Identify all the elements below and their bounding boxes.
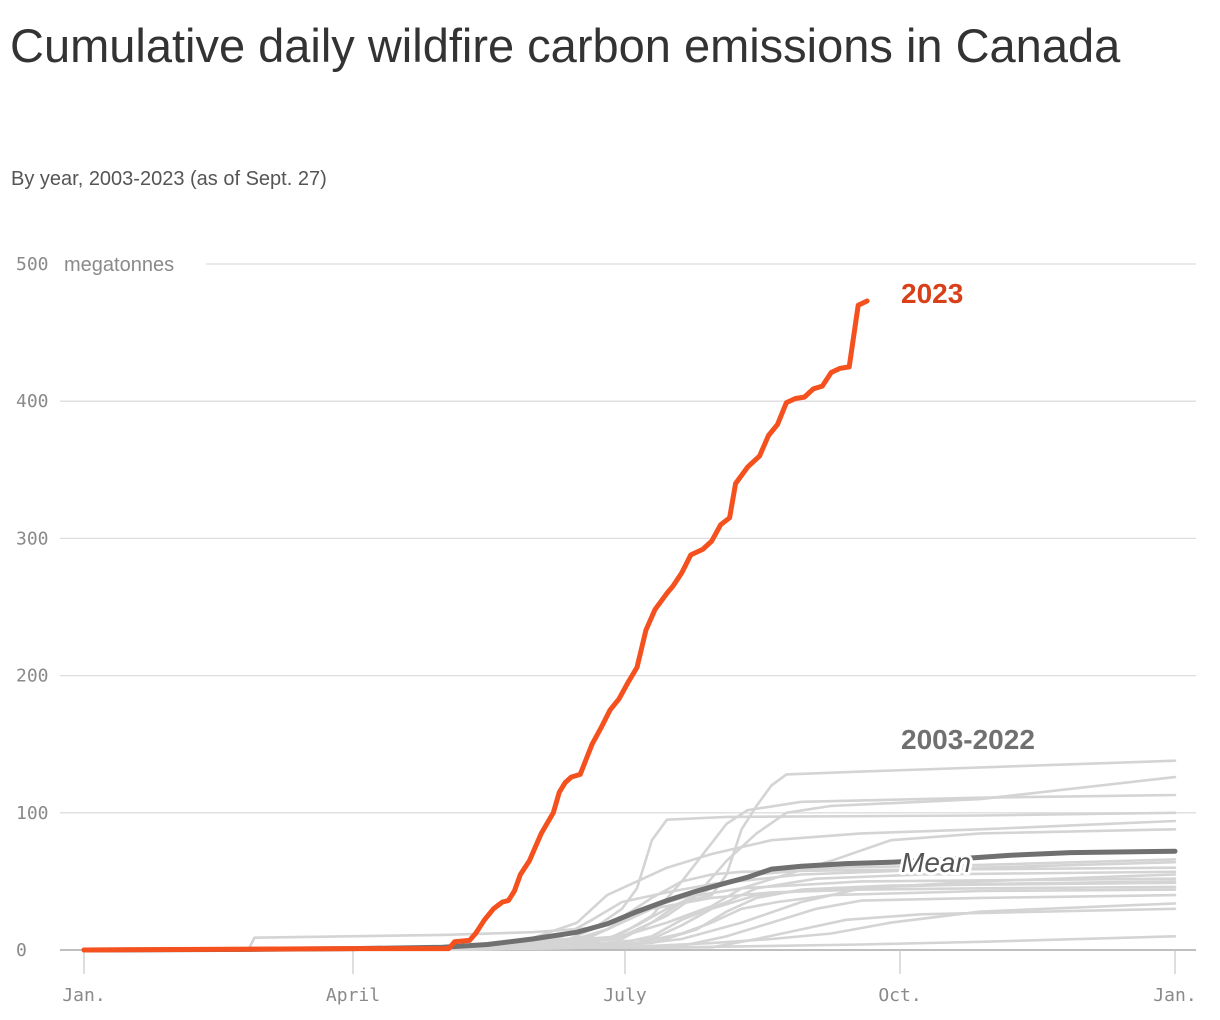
series-label-2023: 2023 [901,278,963,309]
mean-series-line [81,848,1178,953]
axis-layer: 0 100 200 300 400 500 megatonnes Jan. April July O… [10,248,1197,1006]
grid-layer [14,263,1196,951]
y-tick-label-400: 400 [16,391,49,412]
chart-title: Cumulative daily wildfire carbon emissio… [10,19,1121,72]
history-series-layer [82,759,1177,952]
history-series-line-16 [82,860,1177,952]
x-tick-label-3: Oct. [878,985,921,1006]
y-tick-label-500: 500 [16,254,49,275]
y-tick-label-300: 300 [16,528,49,549]
mean-series-label: Mean [901,847,971,878]
history-series-line-17 [82,858,1177,952]
mean-series-layer: Mean [81,844,1178,953]
y-tick-backdrop [10,385,60,410]
history-series-line-15 [82,819,1177,952]
history-series-line-19 [82,902,1177,952]
series-label-2003-2022: 2003-2022 [901,724,1035,755]
chart-subtitle: By year, 2003-2023 (as of Sept. 27) [11,168,327,190]
y-tick-backdrop [10,796,60,821]
x-tick-label-1: April [326,985,380,1006]
x-tick-label-0: Jan. [62,985,105,1006]
x-tick-label-2: July [603,985,647,1006]
y-tick-label-200: 200 [16,666,49,687]
y-tick-backdrop [10,248,206,272]
series-line-2023 [81,298,870,953]
y-tick-label-100: 100 [16,803,49,824]
x-tick-label-4: Jan. [1153,985,1196,1006]
history-series-line-3 [82,759,1177,952]
y-tick-backdrop [10,522,60,547]
y-tick-label-0: 0 [16,940,27,961]
y-tick-backdrop [10,934,60,958]
current-series-layer [81,298,870,953]
y-unit-label: megatonnes [64,254,174,276]
series-label-layer: 2023 2003-2022 [901,278,1035,755]
y-tick-backdrop [10,659,60,684]
